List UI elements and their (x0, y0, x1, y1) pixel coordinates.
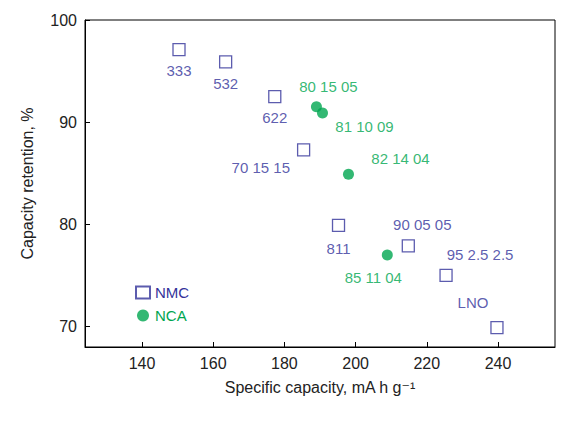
svg-text:622: 622 (262, 109, 287, 126)
svg-text:80 15 05: 80 15 05 (299, 78, 357, 95)
svg-text:81 10 09: 81 10 09 (335, 118, 393, 135)
svg-text:Capacity retention, %: Capacity retention, % (19, 107, 36, 259)
svg-text:180: 180 (271, 355, 298, 372)
svg-text:82 14 04: 82 14 04 (371, 150, 429, 167)
svg-text:85 11 04: 85 11 04 (345, 269, 402, 286)
svg-text:532: 532 (213, 75, 238, 92)
svg-text:140: 140 (129, 355, 156, 372)
svg-text:70 15 15: 70 15 15 (232, 159, 290, 176)
svg-text:90: 90 (59, 114, 77, 131)
svg-text:95 2.5 2.5: 95 2.5 2.5 (447, 246, 514, 263)
svg-text:NMC: NMC (155, 284, 189, 301)
svg-text:LNO: LNO (458, 294, 489, 311)
svg-text:160: 160 (200, 355, 227, 372)
svg-text:Specific capacity, mA h g⁻¹: Specific capacity, mA h g⁻¹ (225, 379, 415, 396)
svg-text:NCA: NCA (155, 307, 187, 324)
svg-text:100: 100 (50, 12, 77, 29)
svg-text:200: 200 (342, 355, 369, 372)
svg-text:240: 240 (485, 355, 512, 372)
svg-text:90 05 05: 90 05 05 (393, 216, 451, 233)
svg-text:70: 70 (59, 318, 77, 335)
svg-text:220: 220 (413, 355, 440, 372)
svg-text:80: 80 (59, 216, 77, 233)
svg-text:811: 811 (327, 240, 351, 257)
svg-text:333: 333 (166, 62, 191, 79)
